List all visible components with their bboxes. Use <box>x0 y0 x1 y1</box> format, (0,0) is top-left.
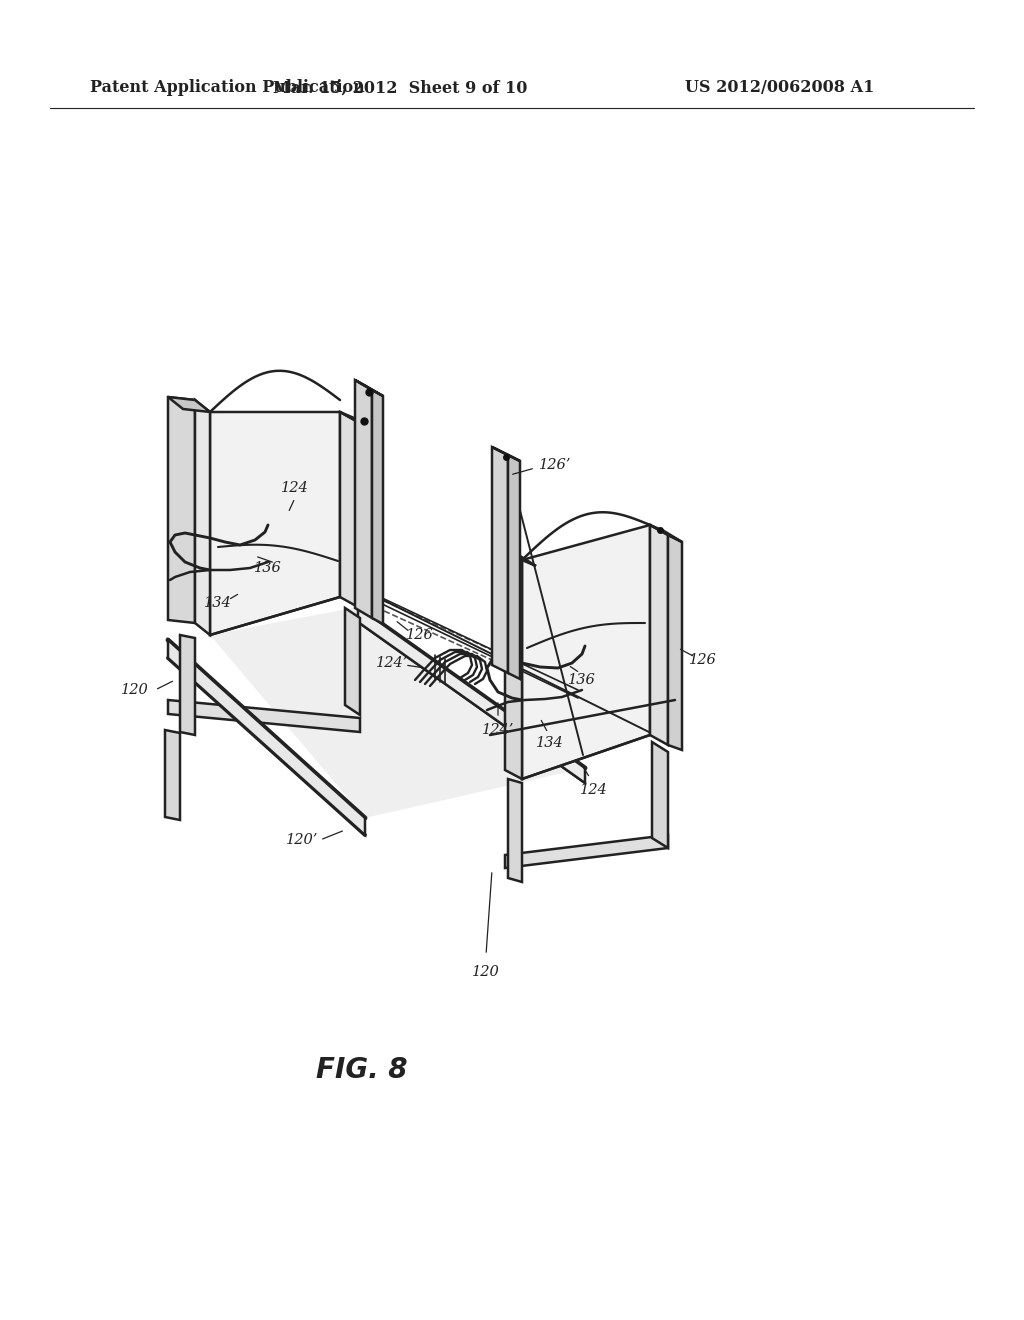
Polygon shape <box>345 609 360 715</box>
Polygon shape <box>358 422 372 612</box>
Polygon shape <box>522 525 650 779</box>
Text: 120’: 120’ <box>286 833 318 847</box>
Text: 126’: 126’ <box>539 458 571 473</box>
Polygon shape <box>505 836 668 869</box>
Polygon shape <box>508 779 522 882</box>
Polygon shape <box>340 412 358 607</box>
Polygon shape <box>168 397 195 623</box>
Polygon shape <box>180 635 195 735</box>
Text: 120: 120 <box>121 682 148 697</box>
Text: 124: 124 <box>282 480 309 495</box>
Polygon shape <box>195 400 210 635</box>
Text: 126: 126 <box>689 653 717 667</box>
Text: FIG. 8: FIG. 8 <box>316 1056 408 1084</box>
Text: Mar. 15, 2012  Sheet 9 of 10: Mar. 15, 2012 Sheet 9 of 10 <box>272 79 527 96</box>
Text: 126: 126 <box>407 628 434 642</box>
Polygon shape <box>168 700 360 733</box>
Polygon shape <box>372 389 383 624</box>
Polygon shape <box>652 742 668 847</box>
Polygon shape <box>340 412 372 428</box>
Polygon shape <box>492 447 508 673</box>
Polygon shape <box>668 535 682 750</box>
Text: 124’: 124’ <box>482 723 514 737</box>
Polygon shape <box>355 380 383 396</box>
Text: 134: 134 <box>537 737 564 750</box>
Text: 124: 124 <box>581 783 608 797</box>
Text: 136: 136 <box>568 673 596 686</box>
Polygon shape <box>650 525 668 744</box>
Polygon shape <box>355 380 372 618</box>
Polygon shape <box>650 525 682 543</box>
Polygon shape <box>210 607 585 818</box>
Polygon shape <box>210 412 340 635</box>
Text: Patent Application Publication: Patent Application Publication <box>90 79 365 96</box>
Polygon shape <box>492 447 520 461</box>
Polygon shape <box>505 550 536 566</box>
Text: 136: 136 <box>254 561 282 576</box>
Polygon shape <box>358 607 585 783</box>
Polygon shape <box>168 397 210 412</box>
Polygon shape <box>165 730 180 820</box>
Text: 120: 120 <box>472 965 500 979</box>
Polygon shape <box>505 550 522 779</box>
Text: 124’: 124’ <box>376 656 409 671</box>
Text: 134: 134 <box>204 597 231 610</box>
Polygon shape <box>508 455 520 678</box>
Text: US 2012/0062008 A1: US 2012/0062008 A1 <box>685 79 874 96</box>
Polygon shape <box>168 640 365 836</box>
